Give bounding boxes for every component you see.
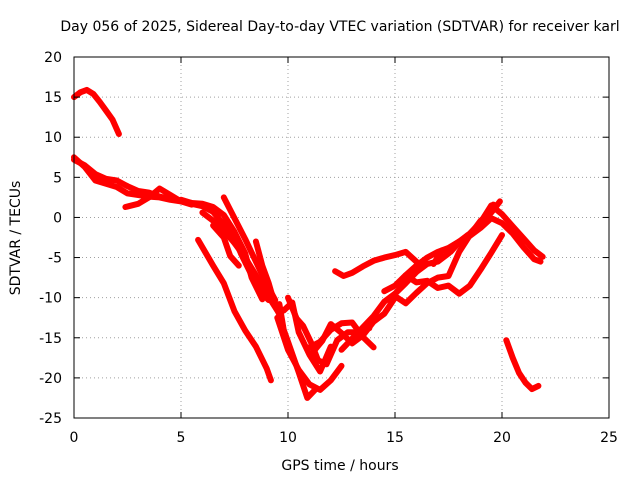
x-tick-label: 5 xyxy=(177,430,186,446)
series-track-24 xyxy=(503,337,542,393)
x-tick-label: 10 xyxy=(279,430,297,446)
chart-title: Day 056 of 2025, Sidereal Day-to-day VTE… xyxy=(60,19,619,35)
series-track-22 xyxy=(402,232,505,297)
x-tick-label: 0 xyxy=(70,430,79,446)
y-tick-label: -5 xyxy=(48,251,62,267)
x-tick-label: 20 xyxy=(493,430,511,446)
x-tick-label: 15 xyxy=(386,430,404,446)
series-layer xyxy=(71,86,546,401)
plot-frame xyxy=(73,56,610,419)
series-track-6 xyxy=(188,200,272,304)
y-tick-label: -25 xyxy=(39,411,62,427)
series-track-10 xyxy=(195,236,274,384)
series-track-8 xyxy=(210,222,242,269)
y-tick-label: 0 xyxy=(53,210,62,226)
series-track-17 xyxy=(308,294,398,357)
series-track-1 xyxy=(71,86,122,137)
series-track-11 xyxy=(252,238,285,323)
x-axis-label: GPS time / hours xyxy=(281,458,398,474)
series-track-7 xyxy=(199,209,281,314)
y-tick-label: 5 xyxy=(53,170,62,186)
y-tick-label: -10 xyxy=(39,291,62,307)
y-tick-label: 10 xyxy=(44,130,62,146)
y-tick-label: 20 xyxy=(44,50,62,66)
x-tick-label: 25 xyxy=(600,430,618,446)
series-track-23 xyxy=(430,201,497,267)
tick-layer: 0 5 10 15 20 25 20 15 10 5 0 -5 -10 -15 -20 -25 xyxy=(39,50,618,446)
y-tick-label: -20 xyxy=(39,371,62,387)
y-axis-label: SDTVAR / TECUs xyxy=(8,181,24,296)
series-track-18 xyxy=(338,215,544,353)
series-track-15 xyxy=(285,294,373,368)
y-tick-label: -15 xyxy=(39,331,62,347)
series-track-19 xyxy=(332,248,420,279)
y-tick-label: 15 xyxy=(44,90,62,106)
series-track-3 xyxy=(71,156,184,204)
series-track-13 xyxy=(276,301,319,401)
